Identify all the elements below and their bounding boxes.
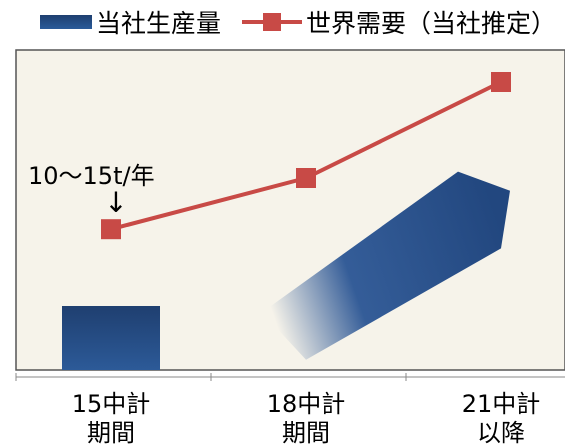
annotation-text: 10～15t/年 <box>28 162 155 190</box>
bar-0 <box>62 306 160 370</box>
x-tick-label-0: 15中計期間 <box>72 390 151 444</box>
legend-line-swatch <box>242 12 302 32</box>
demand-point-2 <box>491 72 511 92</box>
legend-bar-label: 当社生産量 <box>96 9 222 38</box>
annotation-arrow: ↓ <box>104 186 127 219</box>
demand-point-1 <box>296 168 316 188</box>
projection-arrow <box>262 171 510 360</box>
legend: 当社生産量 世界需要（当社推定） <box>0 0 565 44</box>
legend-line-label: 世界需要（当社推定） <box>306 9 557 38</box>
legend-item-bar: 当社生産量 <box>40 6 221 38</box>
legend-item-line: 世界需要（当社推定） <box>242 6 556 38</box>
demand-point-0 <box>101 219 121 240</box>
x-tick-label-1: 18中計期間 <box>267 390 346 444</box>
x-tick-label-2: 21中計以降 <box>462 390 541 444</box>
legend-bar-swatch <box>40 15 92 29</box>
